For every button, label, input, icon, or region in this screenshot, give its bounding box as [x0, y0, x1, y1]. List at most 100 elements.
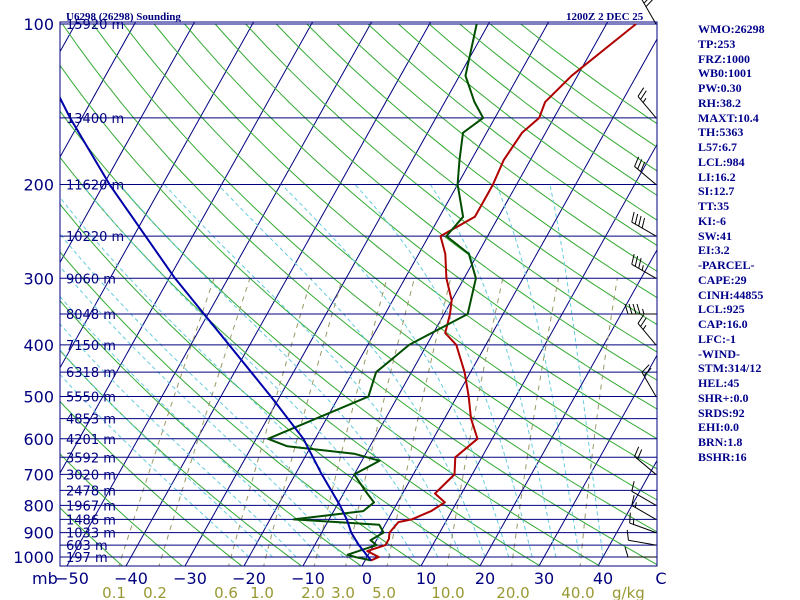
wind-barb-flag — [640, 317, 647, 327]
mixing-ratio-line — [228, 278, 312, 566]
temperature-tick-label: −20 — [232, 569, 266, 588]
dry-adiabat-line — [337, 23, 657, 272]
pressure-tick-label: 700 — [23, 465, 54, 484]
dry-adiabat-line — [60, 299, 363, 566]
index-row: LCL:984 — [698, 154, 745, 169]
wind-barb-flag — [641, 364, 650, 373]
index-row: PW:0.30 — [698, 81, 742, 95]
dry-adiabat-line — [275, 23, 657, 326]
pressure-tick-label: 200 — [23, 175, 54, 194]
index-row: EI:3.2 — [698, 243, 730, 258]
temperature-tick-label: −10 — [291, 569, 325, 588]
dry-adiabat-line — [306, 23, 657, 299]
mixing-ratio-label: 2.0 — [301, 584, 325, 600]
wind-barb-flag — [638, 215, 642, 227]
index-row: LFC:-1 — [698, 331, 736, 346]
wind-barb-shaft — [629, 522, 657, 534]
wind-barb-flag — [636, 303, 641, 315]
temperature-tick-label: 0 — [362, 569, 372, 588]
dry-adiabat-line — [214, 23, 657, 381]
height-label: 4201 m — [66, 433, 116, 448]
wind-barb — [631, 211, 657, 237]
index-row: SI:12.7 — [698, 184, 735, 199]
index-row: TT:35 — [698, 199, 730, 213]
wind-barb — [637, 87, 657, 119]
wind-barb-flag — [634, 256, 639, 267]
dry-adiabat-line — [60, 203, 482, 566]
wind-barb-flag — [632, 303, 637, 315]
pressure-tick-label: 400 — [23, 336, 54, 355]
index-row: CINH:44855 — [698, 287, 764, 302]
mixing-ratio-label: 0.6 — [214, 584, 238, 600]
wind-barb-flag — [624, 303, 629, 315]
index-row: STM:314/12 — [698, 361, 762, 376]
wind-barb-shaft — [634, 456, 657, 475]
wind-barb-flag — [637, 159, 643, 170]
dewpoint-trace — [267, 23, 485, 562]
wind-barb-flag — [631, 495, 635, 506]
mixing-ratio-label: 1.0 — [250, 584, 274, 600]
dry-adiabat-line — [123, 23, 657, 470]
wind-barb-flag — [643, 0, 648, 4]
moist-adiabat-line — [281, 184, 510, 558]
height-label: 603 m — [66, 539, 108, 554]
wind-barb-flag — [634, 156, 640, 167]
dry-adiabat-line — [60, 64, 657, 566]
mixing-ratio-line — [511, 278, 559, 566]
index-row: RH:38.2 — [698, 95, 741, 110]
index-row: TH:5363 — [698, 125, 744, 140]
temperature-tick-label: 30 — [534, 569, 554, 588]
wind-barb — [641, 364, 657, 397]
wind-barb-flag — [631, 254, 635, 265]
temperature-unit-label: C — [655, 569, 666, 588]
index-row: WMO:26298 — [698, 22, 765, 36]
index-row: MAXT:10.4 — [698, 110, 759, 125]
dry-adiabat-line — [60, 110, 601, 566]
dry-adiabat-line — [60, 251, 422, 566]
height-label: 1033 m — [66, 527, 116, 542]
dry-adiabat-line — [60, 507, 124, 566]
wind-barb-shaft — [634, 166, 657, 185]
moist-adiabat-line — [60, 265, 344, 558]
wind-barb — [626, 529, 657, 546]
wind-barb-half — [642, 324, 647, 330]
index-row: L57:6.7 — [698, 140, 737, 154]
wind-barb — [641, 0, 657, 25]
pressure-tick-label: 600 — [23, 430, 54, 449]
height-label: 10220 m — [66, 230, 124, 245]
grid-lines — [60, 22, 657, 566]
wind-barb-shaft — [631, 490, 657, 506]
wind-barb-flag — [637, 87, 645, 97]
wind-barb-shaft — [628, 539, 657, 546]
temperature-tick-label: 10 — [416, 569, 436, 588]
height-label: 3020 m — [66, 468, 116, 483]
mixing-ratio-label: 40.0 — [561, 584, 594, 600]
wind-barb-flag — [643, 367, 652, 377]
plot-background — [60, 22, 657, 566]
pressure-unit-label: mb — [32, 569, 58, 588]
mixing-ratio-label: 20.0 — [496, 584, 529, 600]
wind-barb — [624, 303, 656, 315]
pressure-tick-label: 300 — [23, 269, 54, 288]
wind-barb-shaft — [641, 0, 657, 25]
wind-barb-flag — [640, 90, 647, 100]
height-label: 6318 m — [66, 366, 116, 381]
isotherm-line — [60, 22, 137, 159]
wind-barb-flag — [637, 449, 643, 460]
pressure-tick-label: 900 — [23, 524, 54, 543]
temperature-tick-label: 40 — [593, 569, 613, 588]
index-row: -WIND- — [698, 346, 740, 361]
temperature-trace — [366, 23, 637, 562]
index-row: HEL:45 — [698, 376, 740, 390]
temperature-tick-label: −30 — [173, 569, 207, 588]
height-label: 3592 m — [66, 451, 116, 466]
isotherm-line — [60, 22, 196, 264]
mixing-ratio-label: 3.0 — [331, 584, 355, 600]
wind-barb-shaft — [631, 504, 657, 520]
chart-title: U6298 (26298) Sounding — [66, 11, 181, 23]
indices-panel: WMO:26298 TP:253 FRZ:1000 WB0:1001 PW:0.30 RH… — [698, 22, 798, 465]
wind-barb-flag — [637, 314, 645, 324]
moist-adiabat-line — [60, 233, 368, 558]
height-label: 13400 m — [66, 112, 124, 127]
wind-barb-half — [641, 265, 644, 271]
